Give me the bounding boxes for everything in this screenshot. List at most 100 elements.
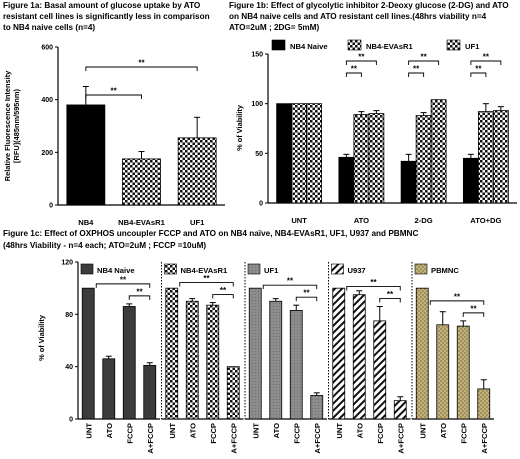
fig1b-legend-label: UF1 bbox=[465, 42, 480, 51]
fig1c-sig-bracket-4-a-label: ** bbox=[470, 304, 477, 313]
fig1c-ylabel: % of Viability bbox=[37, 314, 46, 361]
fig1c-bar-1-2 bbox=[206, 304, 220, 420]
fig1c-sig-bracket-0-b-label: ** bbox=[120, 275, 127, 284]
fig1c-bar-3-2 bbox=[373, 320, 387, 420]
fig1c-legend-label: U937 bbox=[348, 266, 366, 275]
fig1b-sig-bracket-3-label: ** bbox=[421, 53, 428, 62]
fig1a-title-line-2: resistant cell lines is significantly le… bbox=[3, 12, 210, 21]
fig1b-x-label: 2-DG bbox=[415, 216, 433, 225]
fig1c-bar-4-1 bbox=[436, 324, 450, 420]
fig1a-sig-bracket-1 bbox=[85, 66, 198, 71]
fig1c-sig-bracket-1-b-label: ** bbox=[203, 274, 210, 283]
fig1c-sig-bracket-2-a bbox=[295, 296, 318, 302]
fig1a-ylabel-line-2: [RFU](485nm/595nm) bbox=[12, 89, 21, 163]
fig1c-x-label: ATO bbox=[439, 423, 448, 438]
fig1b-bar-1-2 bbox=[368, 113, 385, 204]
fig1c-bar-0-3 bbox=[143, 364, 157, 420]
fig1a-x-label: NB4 bbox=[78, 218, 94, 227]
fig1a-x-label: NB4-EVAsR1 bbox=[118, 218, 165, 227]
fig1c-sig-bracket-3-b-label: ** bbox=[370, 278, 377, 287]
fig1b-legend-swatch bbox=[347, 39, 362, 51]
fig1a-title-line-3: to NB4 naive cells (n=4) bbox=[3, 23, 95, 32]
fig1c-x-label: UNT bbox=[251, 423, 260, 439]
fig1c-sig-bracket-3-a bbox=[379, 298, 401, 303]
fig1c-sig-bracket-4-a bbox=[462, 312, 485, 317]
fig1c-y-tick-label: 120 bbox=[61, 260, 73, 267]
fig1b-bar-2-0 bbox=[400, 160, 417, 204]
figure-1c: Figure 1c: Effect of OXPHOS uncoupler FC… bbox=[3, 229, 494, 454]
fig1a-x-label: UF1 bbox=[190, 218, 205, 227]
fig1c-sig-bracket-1-a bbox=[212, 294, 234, 299]
fig1c-legend-swatch bbox=[164, 263, 177, 275]
fig1c-legend-label: PBMNC bbox=[431, 266, 459, 275]
fig1a-y-tick-label: 200 bbox=[41, 150, 53, 157]
fig1b-bar-0-0 bbox=[276, 103, 293, 204]
fig1b-y-tick-label: 0 bbox=[259, 201, 263, 208]
fig1c-bar-3-3 bbox=[393, 400, 407, 420]
fig1c-legend-label: NB4-EVAsR1 bbox=[181, 266, 228, 275]
fig1b-x-label: ATO bbox=[354, 216, 369, 225]
fig1a-plot: 0 200 400 600 NB4 NB4-EVAsR1 UF1 ** ** bbox=[41, 45, 225, 227]
fig1c-bar-1-1 bbox=[185, 300, 199, 420]
fig1c-bar-2-0 bbox=[248, 287, 262, 420]
fig1c-x-label: A+FCCP bbox=[480, 423, 489, 454]
fig1b-sig-bracket-4-label: ** bbox=[475, 65, 482, 74]
fig1c-legend-swatch bbox=[80, 263, 94, 275]
fig1b-y-tick-label: 100 bbox=[251, 101, 263, 108]
fig1b-sig-bracket-1 bbox=[345, 60, 377, 65]
fig1c-sig-bracket-0-a bbox=[128, 295, 151, 300]
fig1c-sig-bracket-0-b bbox=[95, 283, 151, 288]
fig1c-sig-bracket-2-a-label: ** bbox=[303, 289, 310, 298]
fig1b-sig-bracket-4 bbox=[470, 72, 487, 77]
fig1c-bar-3-1 bbox=[352, 294, 366, 420]
fig1c-x-label: FCCP bbox=[292, 423, 301, 444]
fig1b-bar-3-0 bbox=[462, 157, 479, 204]
fig1b-title-line-2: on NB4 naive cells and ATO resistant cel… bbox=[229, 12, 487, 21]
fig1b-sig-bracket-5 bbox=[470, 60, 502, 65]
fig1b-legend-label: NB4 Naive bbox=[290, 42, 328, 51]
fig1c-bar-4-0 bbox=[415, 287, 429, 420]
fig1c-x-label: FCCP bbox=[376, 423, 385, 444]
fig1c-legend-swatch bbox=[331, 263, 344, 275]
fig1c-bar-2-3 bbox=[310, 395, 324, 420]
fig1c-legend-label: NB4 Naive bbox=[97, 266, 135, 275]
fig1c-sig-bracket-1-a-label: ** bbox=[220, 286, 227, 295]
fig1b-sig-bracket-0 bbox=[345, 72, 362, 77]
fig1b-title-line-3: ATO=2uM ; 2DG= 5mM) bbox=[229, 23, 320, 32]
fig1a-ylabel-line-1: Relative Fluorescence Intensity bbox=[3, 70, 12, 181]
fig1b-sig-bracket-3 bbox=[408, 60, 440, 65]
fig1a-bar-0 bbox=[66, 104, 106, 206]
fig1b-y-tick-label: 150 bbox=[251, 52, 263, 59]
fig1c-bar-4-2 bbox=[456, 325, 470, 420]
fig1b-bar-3-1 bbox=[477, 111, 494, 204]
fig1b-legend-swatch bbox=[446, 39, 461, 51]
fig1a-y-tick-label: 400 bbox=[41, 97, 53, 104]
fig1c-sig-bracket-4-b-label: ** bbox=[454, 292, 461, 301]
fig1b-bar-0-2 bbox=[306, 103, 323, 204]
fig1c-bar-2-2 bbox=[289, 310, 303, 420]
fig1b-plot: 0 50 100 150 UNT ATO 2-DG ATO+DG NB4 Naive NB4-EV… bbox=[251, 39, 517, 225]
figure-1a: Figure 1a: Basal amount of glucose uptak… bbox=[3, 1, 225, 227]
fig1c-x-label: UNT bbox=[84, 423, 93, 439]
fig1b-legend-swatch bbox=[271, 39, 286, 51]
fig1c-x-label: A+FCCP bbox=[313, 423, 322, 454]
figure-1b: Figure 1b: Effect of glycolytic inhibito… bbox=[229, 1, 517, 225]
fig1c-x-label: ATO bbox=[188, 423, 197, 438]
fig1c-x-label: UNT bbox=[168, 423, 177, 439]
fig1a-bar-1 bbox=[122, 158, 161, 206]
fig1b-x-label: ATO+DG bbox=[470, 216, 501, 225]
fig1a-y-tick-label: 0 bbox=[49, 203, 53, 210]
fig1b-bar-0-1 bbox=[291, 103, 308, 204]
fig1a-y-tick-label: 600 bbox=[41, 45, 53, 52]
fig1c-x-label: FCCP bbox=[459, 423, 468, 444]
fig1b-bar-3-2 bbox=[492, 110, 509, 204]
fig1b-bar-2-2 bbox=[430, 99, 447, 204]
fig1b-x-label: UNT bbox=[291, 216, 307, 225]
fig1c-bar-1-3 bbox=[226, 366, 240, 420]
fig1c-title-line-1: Figure 1c: Effect of OXPHOS uncoupler FC… bbox=[3, 229, 418, 238]
fig1c-x-label: ATO bbox=[355, 423, 364, 438]
fig1c-x-label: A+FCCP bbox=[229, 423, 238, 454]
fig1c-y-tick-label: 80 bbox=[65, 312, 73, 319]
fig1a-title-line-1: Figure 1a: Basal amount of glucose uptak… bbox=[3, 1, 201, 10]
fig1b-ylabel: % of Viability bbox=[235, 104, 244, 151]
